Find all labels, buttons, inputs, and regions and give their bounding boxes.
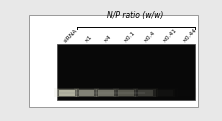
Bar xyxy=(155,89,175,97)
Bar xyxy=(57,92,145,94)
Bar xyxy=(172,88,197,97)
Bar xyxy=(74,88,99,97)
Text: ×0.44: ×0.44 xyxy=(181,27,198,43)
Bar xyxy=(54,88,79,97)
Bar xyxy=(76,89,97,97)
Bar xyxy=(96,89,116,97)
Bar xyxy=(116,89,136,97)
Text: ×0.1: ×0.1 xyxy=(122,30,136,43)
Bar xyxy=(57,44,195,100)
Text: siRNA: siRNA xyxy=(63,28,79,43)
Bar xyxy=(79,90,94,96)
Bar xyxy=(157,90,173,96)
Bar xyxy=(57,89,77,97)
Bar xyxy=(93,88,119,97)
Bar xyxy=(59,90,75,96)
Bar xyxy=(138,90,153,96)
Bar xyxy=(113,88,138,97)
Bar xyxy=(135,89,156,97)
Text: ×1: ×1 xyxy=(83,34,93,43)
Text: ×0.41: ×0.41 xyxy=(162,27,178,43)
Bar xyxy=(133,88,158,97)
Text: ×0.4: ×0.4 xyxy=(142,30,156,43)
Bar xyxy=(153,88,178,97)
Bar xyxy=(174,89,195,97)
Bar xyxy=(118,90,134,96)
Bar xyxy=(77,75,175,76)
Bar xyxy=(98,90,114,96)
Bar xyxy=(177,90,193,96)
Text: ×4: ×4 xyxy=(103,34,112,43)
Text: N/P ratio (w/w): N/P ratio (w/w) xyxy=(107,11,164,20)
